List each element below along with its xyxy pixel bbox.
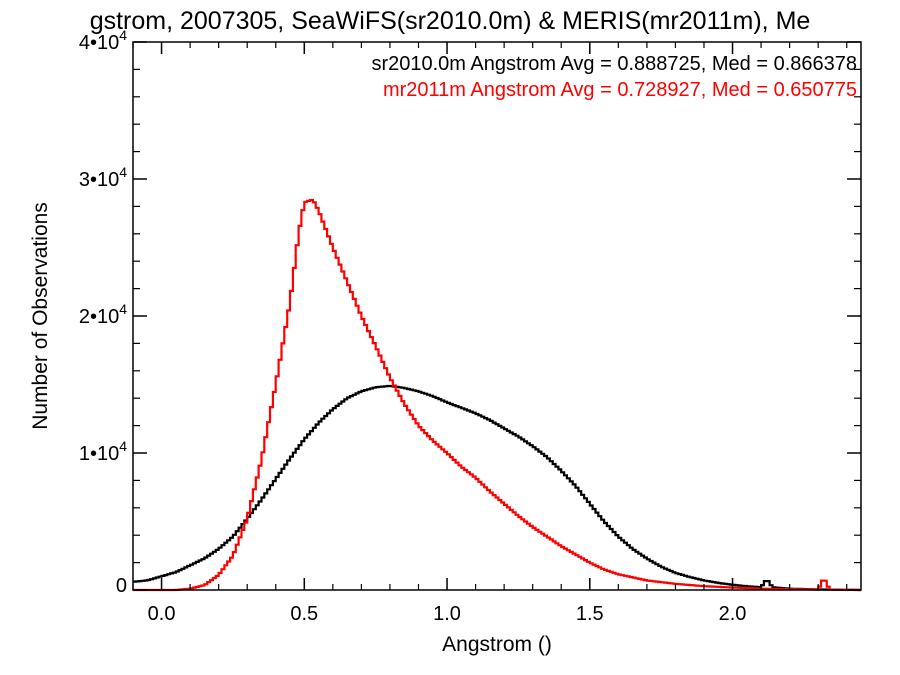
x-tick-label: 1.0 (433, 603, 461, 625)
x-axis-label: Angstrom () (442, 633, 552, 656)
legend-entry-sr2010: sr2010.0m Angstrom Avg = 0.888725, Med =… (371, 53, 857, 75)
y-tick-label: 3•104 (79, 164, 127, 191)
series-layer (133, 198, 861, 592)
series-mr2011-histogram (133, 198, 861, 592)
y-ticks: 0 1•104 2•104 3•104 4•104 (79, 27, 861, 597)
legend-entry-mr2011: mr2011m Angstrom Avg = 0.728927, Med = 0… (383, 79, 857, 101)
x-tick-label: 2.0 (719, 603, 747, 625)
y-tick-label: 4•104 (79, 27, 127, 54)
x-tick-label: 0.0 (148, 603, 176, 625)
x-ticks: 0.0 0.5 1.0 1.5 2.0 (132, 42, 848, 625)
x-tick-label: 1.5 (576, 603, 604, 625)
plot-frame (132, 41, 862, 591)
x-tick-label: 0.5 (290, 603, 318, 625)
series-sr2010-histogram (133, 384, 861, 592)
y-axis-label: Number of Observations (29, 202, 52, 430)
y-tick-label: 2•104 (79, 301, 127, 328)
chart-title: gstrom, 2007305, SeaWiFS(sr2010.0m) & ME… (90, 7, 811, 35)
y-tick-label: 0 (116, 575, 127, 597)
y-tick-label: 1•104 (79, 438, 127, 465)
